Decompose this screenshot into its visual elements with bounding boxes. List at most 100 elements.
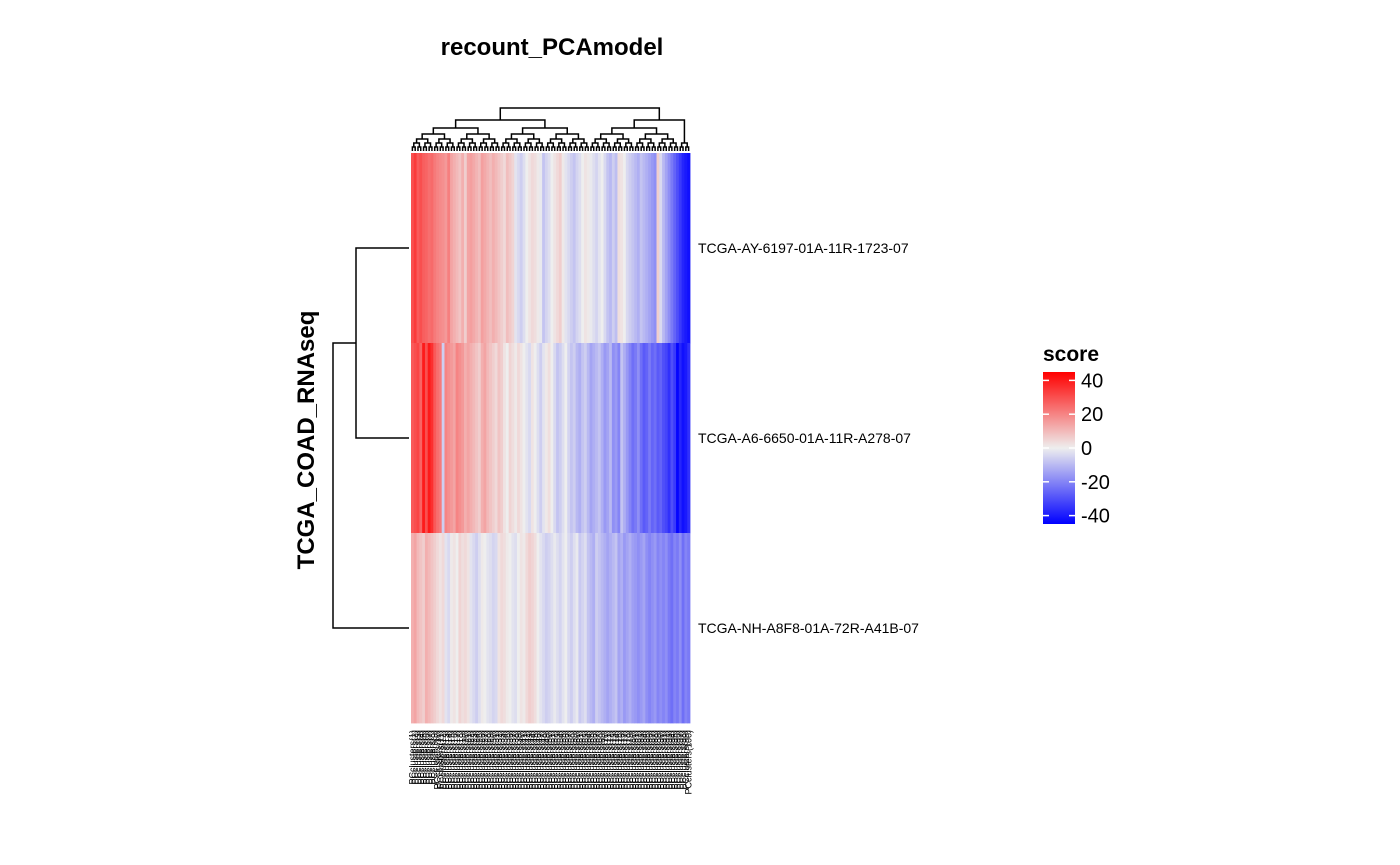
heatmap-cell (620, 533, 624, 724)
row-dendrogram-branches (332, 247, 409, 629)
heatmap-cell (628, 153, 632, 344)
heatmap-cell (550, 343, 554, 534)
heatmap-cell (564, 343, 568, 534)
column-label: PCclusters(9) (430, 730, 440, 785)
column-label: PCclusters(99) (681, 730, 691, 790)
column-label: PCclusters(32) (494, 730, 504, 790)
column-label: PCclusters(92) (661, 730, 671, 790)
heatmap-cell (575, 533, 579, 724)
heatmap-cell (458, 343, 462, 534)
heatmap-cell (522, 343, 526, 534)
heatmap-cell (433, 343, 437, 534)
heatmap-cell (575, 153, 579, 344)
heatmap-cell (636, 533, 641, 724)
heatmap-cell (570, 343, 574, 534)
column-label: PCclusters(75) (614, 730, 624, 790)
column-label: PCclusters(19) (458, 730, 468, 790)
heatmap-cell (634, 533, 638, 724)
column-label: PCclusters(38) (511, 730, 521, 790)
heatmap-cell (620, 153, 624, 344)
column-label: PCclusters(70) (600, 730, 610, 790)
column-label: PCclusters(97) (675, 730, 685, 790)
heatmap-cell (530, 153, 535, 344)
heatmap-cell (556, 343, 560, 534)
heatmap-cell (419, 153, 423, 344)
heatmap-cell (472, 343, 476, 534)
heatmap-cell (589, 343, 593, 534)
heatmap-cell (636, 153, 641, 344)
column-label: PCclusters(72) (605, 730, 615, 790)
heatmap-cell (645, 533, 649, 724)
column-label: PCclusters(47) (536, 730, 546, 790)
heatmap-cell (486, 153, 490, 344)
column-label: PCclusters(68) (594, 730, 604, 790)
heatmap-cell (461, 533, 465, 724)
legend-tick-label: 20 (1081, 404, 1103, 426)
legend-tick-label: -20 (1081, 472, 1110, 494)
column-label: PCclusters(23) (469, 730, 479, 790)
heatmap-cell (411, 343, 415, 534)
heatmap-cell (530, 343, 535, 534)
heatmap-cell (491, 153, 496, 344)
heatmap-cell (480, 533, 484, 724)
heatmap-cell (609, 153, 613, 344)
heatmap-cell (489, 533, 493, 724)
column-label: PCclusters(29) (486, 730, 496, 790)
heatmap-cell (525, 533, 529, 724)
legend-title: score (1043, 343, 1099, 366)
heatmap-cell (497, 533, 501, 724)
column-label: PCclusters(65) (586, 730, 596, 790)
heatmap-cell (500, 153, 504, 344)
column-label: PCclusters(82) (633, 730, 643, 790)
heatmap-cell (464, 533, 468, 724)
heatmap-cell (556, 153, 560, 344)
column-label: PCclusters(14) (444, 730, 454, 790)
heatmap-cell (469, 153, 473, 344)
column-label: PCclusters(93) (664, 730, 674, 790)
column-label: PCclusters(95) (670, 730, 680, 790)
column-label: PCclusters(25) (474, 730, 484, 790)
column-label: PCclusters(90) (656, 730, 666, 790)
heatmap-cell (461, 343, 465, 534)
heatmap-cell (614, 153, 618, 344)
heatmap-cell (477, 343, 482, 534)
heatmap-cell (416, 533, 420, 724)
chart-title: recount_PCAmodel (441, 34, 664, 61)
heatmap-cell (427, 343, 431, 534)
column-label: PCclusters(26) (477, 730, 487, 790)
column-label: PCclusters(18) (455, 730, 465, 790)
heatmap-cell (447, 533, 451, 724)
heatmap-cell (416, 343, 420, 534)
heatmap-cell (497, 343, 501, 534)
heatmap-cell (464, 343, 468, 534)
heatmap-cell (489, 343, 493, 534)
heatmap-cell (461, 153, 465, 344)
heatmap-cell (681, 533, 685, 724)
heatmap-cell (444, 343, 448, 534)
heatmap-cell (667, 153, 671, 344)
heatmap-cell (581, 533, 585, 724)
heatmap-cell (427, 153, 431, 344)
column-label: PCclusters(41) (519, 730, 529, 790)
heatmap-cell (639, 343, 643, 534)
heatmap-cell (497, 153, 501, 344)
heatmap-cell (678, 533, 683, 724)
heatmap-cell (648, 533, 652, 724)
heatmap-cell (589, 153, 593, 344)
heatmap-cell (458, 153, 462, 344)
heatmap-cell (567, 533, 571, 724)
column-label: PCclusters(37) (508, 730, 518, 790)
heatmap-cell (480, 343, 484, 534)
heatmap-cell (617, 153, 621, 344)
heatmap-cell (670, 533, 674, 724)
heatmap-cell (422, 343, 426, 534)
column-label: PCclusters(34) (499, 730, 509, 790)
heatmap-cell (603, 343, 607, 534)
heatmap-cell (586, 343, 590, 534)
column-label: PCclusters(76) (617, 730, 627, 790)
heatmap-cell (444, 153, 448, 344)
heatmap-cell (606, 153, 610, 344)
heatmap-cell (634, 153, 638, 344)
heatmap-cell (600, 153, 604, 344)
column-label: PCclusters(13) (441, 730, 451, 790)
